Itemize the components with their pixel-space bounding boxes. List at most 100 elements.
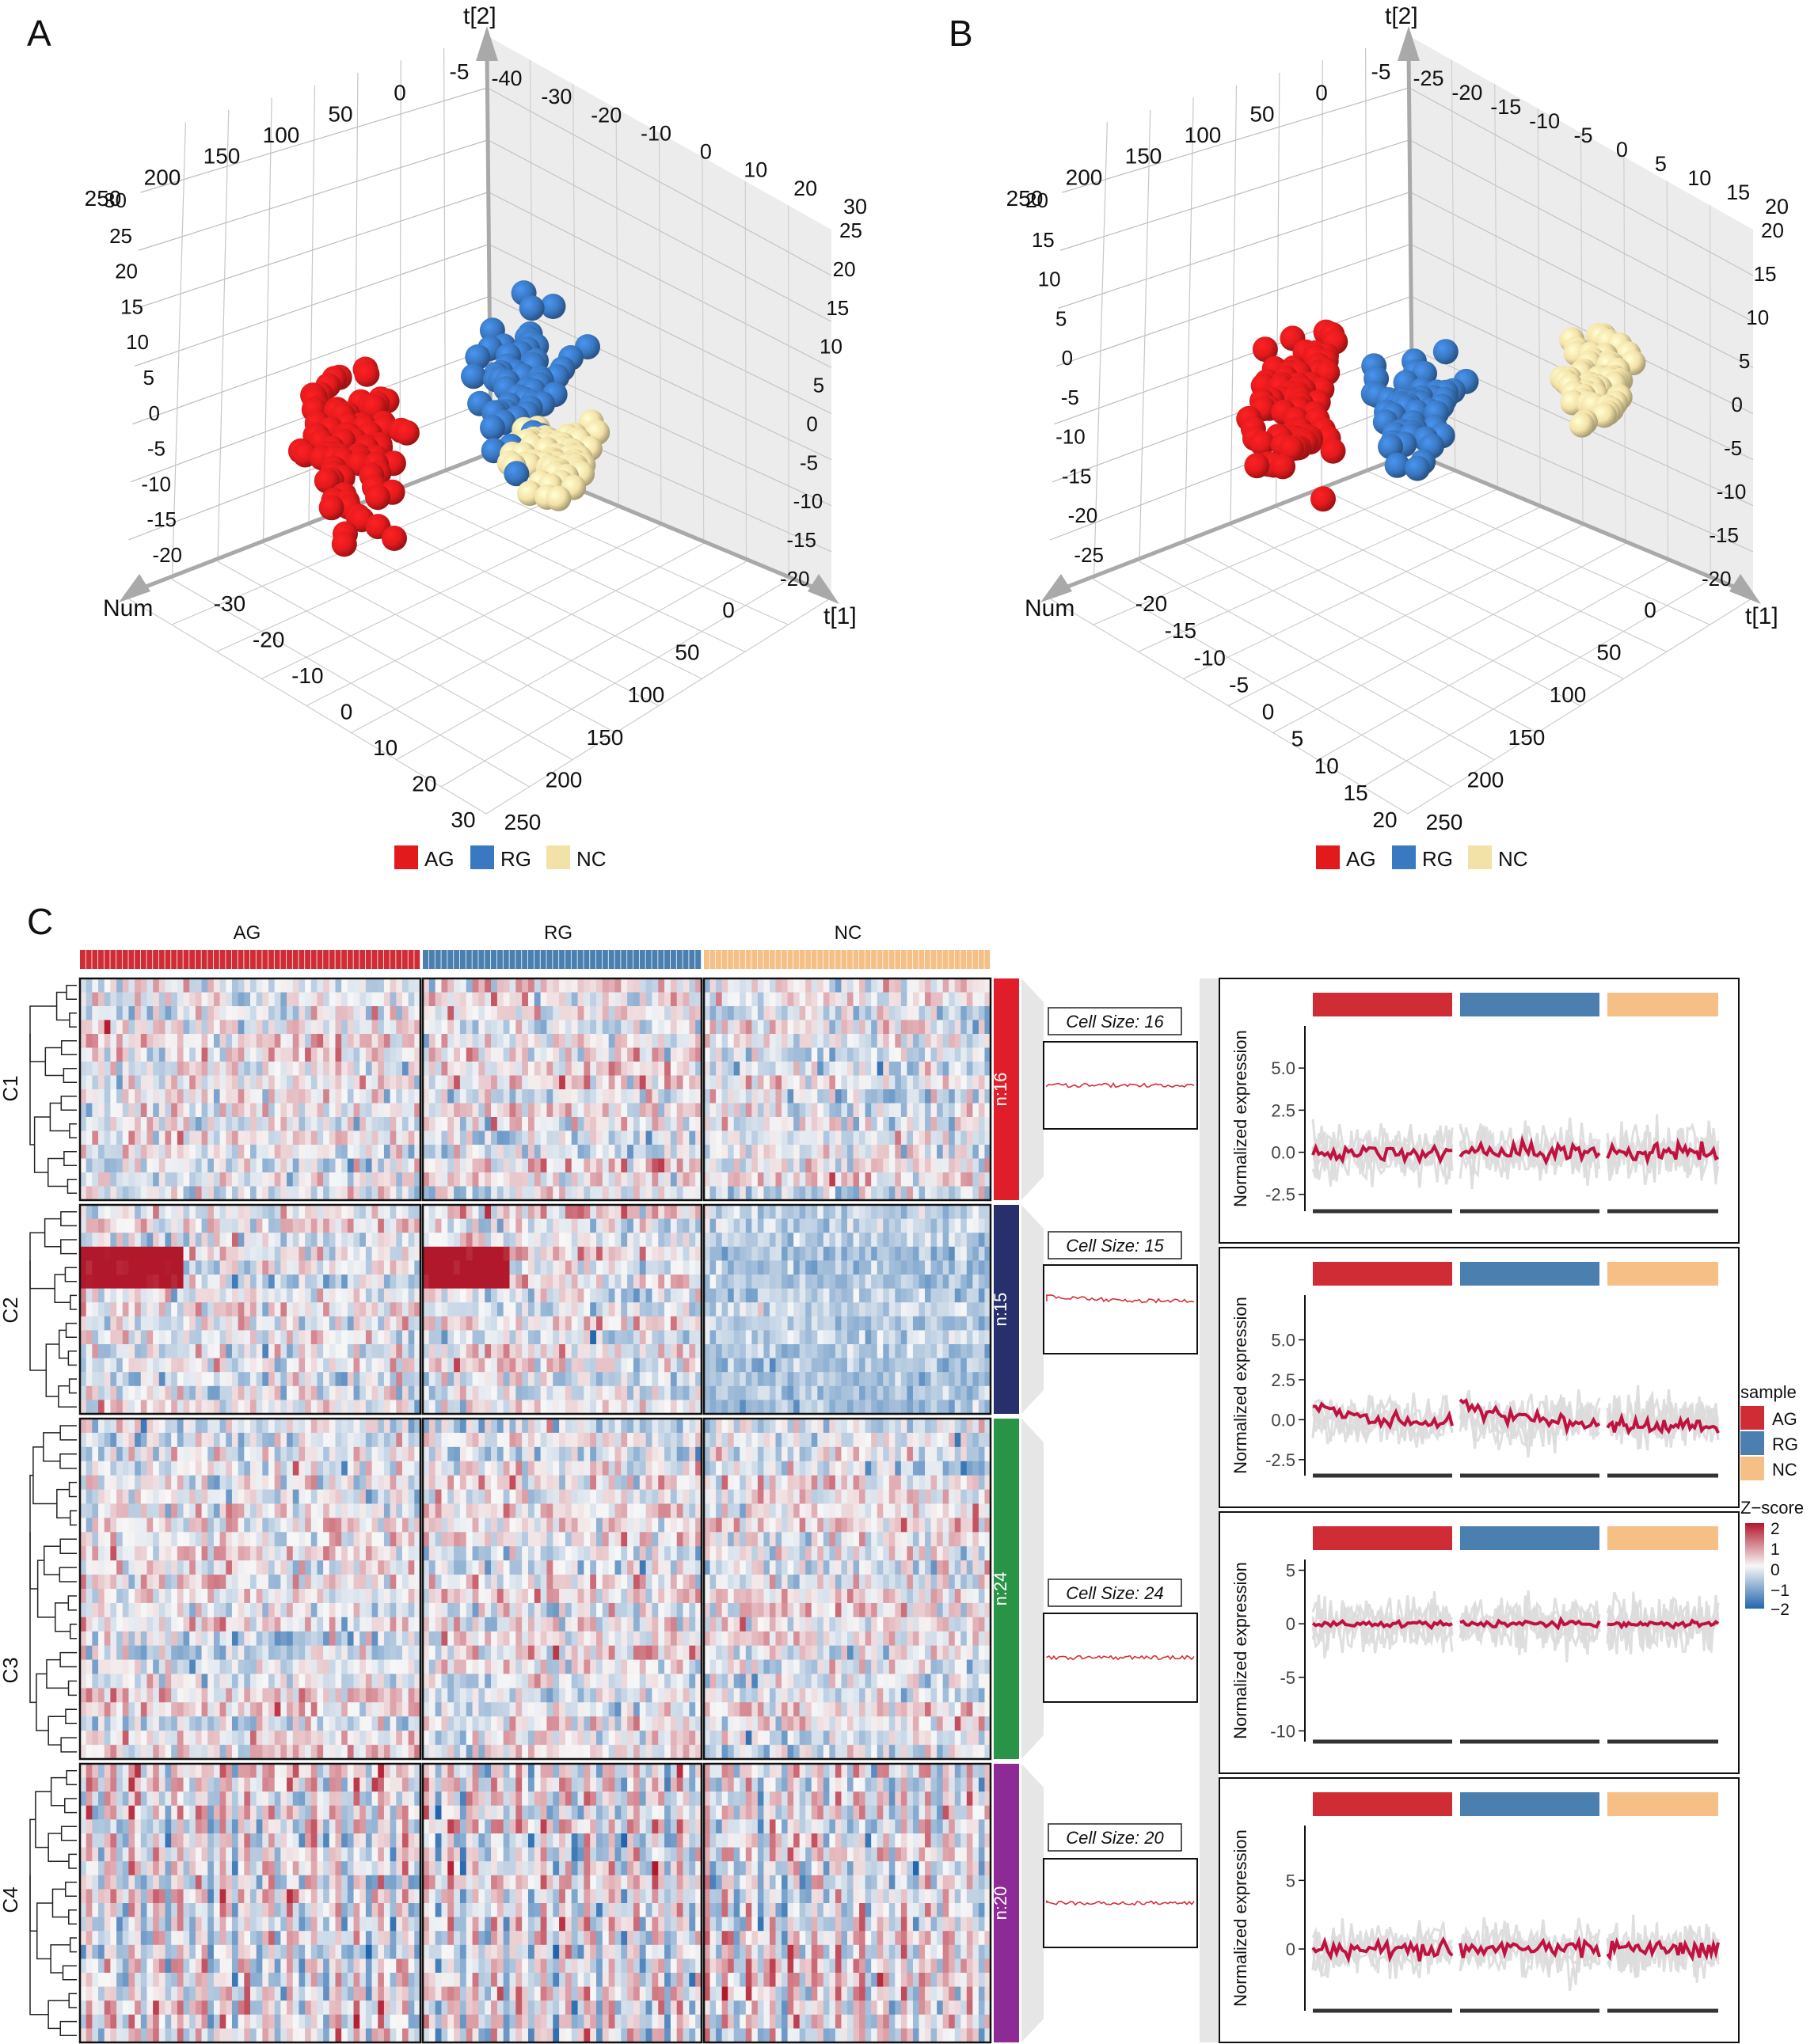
heatmap-cell <box>287 978 294 993</box>
heatmap-cell <box>596 1330 603 1345</box>
heatmap-cell <box>231 1372 239 1387</box>
heatmap-cell <box>189 1205 196 1219</box>
heatmap-cell <box>559 1260 566 1275</box>
heatmap-cell <box>664 1358 671 1373</box>
heatmap-cell <box>423 1372 430 1387</box>
heatmap-cell <box>353 1344 360 1358</box>
heatmap-cell <box>835 1186 842 1201</box>
heatmap-cell <box>960 1034 968 1048</box>
heatmap-cell <box>534 1145 542 1159</box>
heatmap-cell <box>522 1158 529 1173</box>
heatmap-cell <box>534 1172 542 1187</box>
heatmap-cell <box>919 1275 926 1289</box>
heatmap-cell <box>966 1260 973 1275</box>
heatmap-cell <box>602 1047 610 1062</box>
heatmap-cell <box>608 1344 615 1358</box>
heatmap-cell <box>80 1358 87 1373</box>
heatmap-cell <box>329 1006 336 1020</box>
group-annotation-cell <box>949 950 954 969</box>
heatmap-cell <box>942 1075 949 1090</box>
heatmap-cell <box>310 1358 318 1373</box>
grid-line <box>1409 139 1754 322</box>
group-annotation-cell <box>639 950 645 969</box>
heatmap-cell <box>116 1385 124 1400</box>
heatmap-cell <box>627 1358 634 1373</box>
heatmap-cell <box>787 1089 794 1104</box>
heatmap-cell <box>919 992 926 1007</box>
heatmap-cell <box>960 1075 968 1090</box>
heatmap-cell <box>652 1047 659 1062</box>
heatmap-cell <box>478 1130 485 1145</box>
heatmap-block-border <box>78 1203 422 1415</box>
heatmap-cell <box>171 1260 178 1275</box>
heatmap-cell <box>454 1047 461 1062</box>
heatmap-cell <box>335 992 342 1007</box>
heatmap-cell <box>614 1260 622 1275</box>
heatmap-cell <box>135 978 142 993</box>
heatmap-cell <box>485 1117 492 1131</box>
heatmap-cell <box>213 1316 221 1331</box>
group-annotation-cell <box>515 950 522 969</box>
heatmap-cell <box>757 992 764 1007</box>
heatmap-cell <box>841 1034 848 1048</box>
heatmap-cell <box>960 1145 968 1159</box>
tick-label-t1: 100 <box>628 682 665 707</box>
heatmap-cell <box>805 1075 812 1090</box>
heatmap-cell <box>201 1047 208 1062</box>
heatmap-cell <box>353 1020 360 1035</box>
heatmap-cell <box>652 978 659 993</box>
heatmap-cell <box>621 992 628 1007</box>
heatmap-cell <box>865 1218 872 1233</box>
heatmap-cell <box>447 1145 454 1159</box>
heatmap-cell <box>428 1400 436 1415</box>
group-annotation-cell <box>877 950 883 969</box>
heatmap-cell <box>602 1020 610 1035</box>
heatmap-cell <box>146 1158 154 1173</box>
heatmap-cell <box>900 1089 907 1104</box>
heatmap-cell <box>546 1275 553 1289</box>
heatmap-cell <box>116 1302 124 1317</box>
heatmap-cell <box>527 1075 535 1090</box>
heatmap-cell <box>782 1260 788 1275</box>
heatmap-cell <box>274 1288 281 1303</box>
heatmap-cell <box>907 1130 914 1145</box>
heatmap-cell <box>140 1385 147 1400</box>
heatmap-cell <box>865 1103 872 1118</box>
heatmap-cell <box>835 1172 842 1187</box>
heatmap-cell <box>341 1205 348 1219</box>
heatmap-cell <box>733 1062 740 1076</box>
heatmap-cell <box>408 1205 415 1219</box>
tick-label: -15 <box>786 528 816 552</box>
heatmap-cell <box>219 1145 226 1159</box>
heatmap-cell <box>189 1117 196 1131</box>
heatmap-cell <box>689 1145 696 1159</box>
heatmap-cell <box>459 1246 467 1261</box>
heatmap-cell <box>704 992 710 1007</box>
heatmap-cell <box>664 1158 671 1173</box>
heatmap-cell <box>165 1275 172 1289</box>
heatmap-cell <box>966 1034 973 1048</box>
heatmap-cell <box>428 1062 436 1076</box>
heatmap-cell <box>165 1089 172 1104</box>
heatmap-cell <box>888 1034 896 1048</box>
heatmap-cell <box>633 1385 641 1400</box>
heatmap-cell <box>390 1047 397 1062</box>
heatmap-cell <box>231 1344 239 1358</box>
heatmap-cell <box>365 1172 372 1187</box>
heatmap-cell <box>128 992 135 1007</box>
heatmap-cell <box>633 1145 641 1159</box>
heatmap-cell <box>716 1145 723 1159</box>
heatmap-cell <box>689 992 696 1007</box>
heatmap-cell <box>716 1246 723 1261</box>
heatmap-cell <box>658 1117 665 1131</box>
heatmap-cell <box>683 1260 690 1275</box>
heatmap-cell <box>183 1275 190 1289</box>
heatmap-cell <box>459 1302 467 1317</box>
heatmap-cell <box>359 1233 367 1248</box>
heatmap-cell <box>317 1344 324 1358</box>
heatmap-cell <box>841 1158 848 1173</box>
heatmap-cell <box>745 1062 752 1076</box>
heatmap-cell <box>189 1020 196 1035</box>
heatmap-cell <box>757 1246 764 1261</box>
heatmap-cell <box>459 1075 467 1090</box>
